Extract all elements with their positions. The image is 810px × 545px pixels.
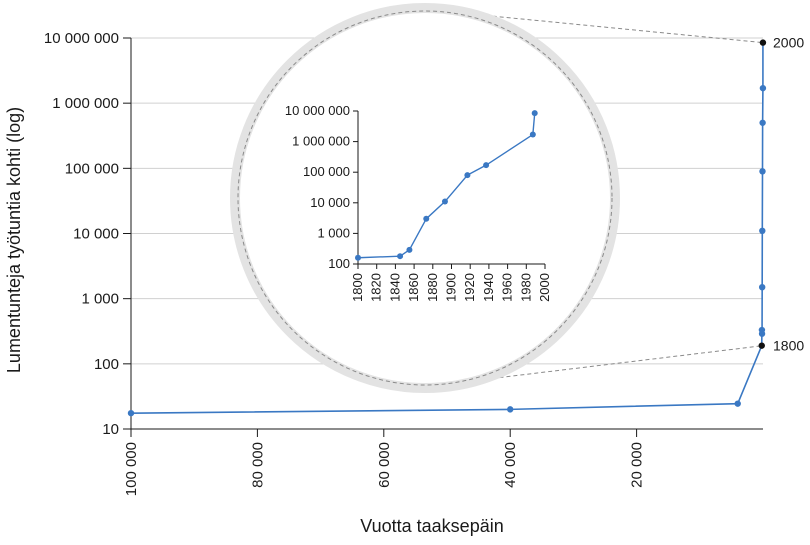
- inset-x-tick-label: 1900: [444, 273, 459, 302]
- data-point: [759, 39, 767, 46]
- inset-data-point: [406, 246, 413, 253]
- inset-data-point: [441, 198, 448, 205]
- y-axis-title: Lumentunteja työtuntia kohti (log): [4, 107, 24, 373]
- data-point: [759, 168, 766, 175]
- data-point: [734, 400, 741, 407]
- data-point: [758, 330, 766, 337]
- inset-data-point: [355, 254, 361, 261]
- inset-x-tick-label: 1800: [350, 273, 365, 302]
- magnifier-ring: [230, 3, 620, 393]
- y-tick-label: 100: [94, 356, 119, 373]
- inset-x-tick-label: 1940: [481, 273, 496, 302]
- inset-y-tick-label: 100 000: [303, 164, 350, 179]
- inset-x-tick-label: 1880: [425, 273, 440, 302]
- series-line: [130, 42, 764, 414]
- inset-data-point: [529, 131, 536, 138]
- data-point: [759, 227, 766, 235]
- inset-data-point: [531, 110, 538, 117]
- year-annotation: 2000: [773, 35, 804, 51]
- inset-chart: 100 1 000 10 000 100 000 1 000 000 10 000 000…: [285, 103, 552, 302]
- inset-x-tick-label: 1860: [406, 273, 421, 302]
- inset-x-tick-label: 1820: [369, 273, 384, 302]
- inset-y-tick-label: 1 000: [317, 225, 350, 240]
- inset-x-tick-label: 1960: [500, 273, 515, 302]
- inset-data-point: [483, 162, 490, 169]
- data-point: [758, 342, 765, 349]
- year-annotation: 1800: [773, 338, 804, 354]
- y-tick-label: 100 000: [65, 160, 119, 177]
- main-series: 2000 1800: [127, 35, 804, 417]
- x-tick-label: 20 000: [629, 442, 646, 488]
- inset-data-point: [464, 172, 471, 179]
- main-axes: 10 100 1 000 10 000 100 000 1 000 000 10 000 0…: [44, 30, 763, 496]
- data-point: [127, 409, 135, 417]
- magnifier-circle: [230, 3, 620, 393]
- x-tick-label: 60 000: [376, 442, 393, 488]
- inset-x-tick-label: 1840: [387, 273, 402, 302]
- inset-y-tick-label: 10 000: [310, 195, 350, 210]
- x-axis-title: Vuotta taaksepäin: [360, 516, 503, 536]
- inset-y-tick-label: 10 000 000: [285, 103, 350, 118]
- inset-x-tick-label: 1920: [462, 273, 477, 302]
- x-tick-label: 40 000: [502, 442, 519, 488]
- data-point: [507, 406, 514, 413]
- data-point: [759, 84, 767, 92]
- y-tick-label: 10 000: [73, 226, 119, 243]
- inset-y-tick-label: 1 000 000: [292, 134, 350, 149]
- x-tick-label: 80 000: [249, 442, 266, 488]
- inset-x-tick-label: 2000: [537, 273, 552, 302]
- magnifier-dashed-ring: [237, 10, 613, 386]
- y-tick-label: 10 000 000: [44, 30, 119, 47]
- inset-y-tick-label: 100: [328, 256, 350, 271]
- y-tick-label: 10: [102, 421, 119, 438]
- x-tick-label: 100 000: [123, 442, 140, 496]
- y-tick-label: 1 000: [81, 291, 119, 308]
- data-point: [759, 119, 766, 126]
- y-tick-label: 1 000 000: [52, 95, 119, 112]
- data-point: [758, 283, 766, 291]
- inset-x-tick-label: 1980: [518, 273, 533, 302]
- inset-data-point: [397, 253, 404, 260]
- inset-data-point: [423, 215, 430, 222]
